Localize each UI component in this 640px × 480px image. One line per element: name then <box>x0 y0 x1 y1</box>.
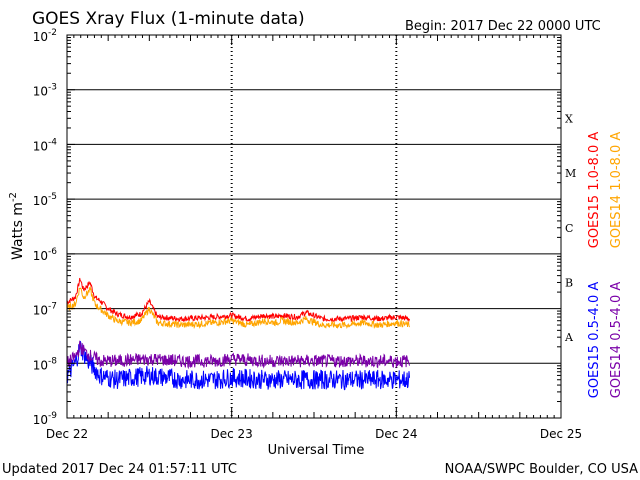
legend-entry: GOES15 0.5-4.0 A <box>587 282 602 399</box>
footer-updated: Updated 2017 Dec 24 01:57:11 UTC <box>2 462 237 477</box>
y-tick-label: 10-2 <box>33 28 57 44</box>
y-axis-label: Watts m-2 <box>8 192 26 260</box>
legend-entry: GOES14 1.0-8.0 A <box>609 132 624 249</box>
footer-credit: NOAA/SWPC Boulder, CO USA <box>445 462 638 477</box>
x-axis-label: Universal Time <box>268 443 365 458</box>
legend-entry: GOES14 0.5-4.0 A <box>609 282 624 399</box>
chart-title: GOES Xray Flux (1-minute data) <box>32 9 305 29</box>
x-tick-label: Dec 23 <box>211 427 253 441</box>
series-line <box>66 286 410 330</box>
x-tick-label: Dec 22 <box>46 427 88 441</box>
y-tick-label: 10-3 <box>33 83 57 99</box>
y-tick-label: 10-4 <box>33 137 58 153</box>
y-tick-label: 10-7 <box>33 302 57 318</box>
y-tick-label: 10-8 <box>33 356 58 372</box>
x-tick-label: Dec 25 <box>540 427 582 441</box>
begin-label: Begin: 2017 Dec 22 0000 UTC <box>405 19 601 34</box>
x-tick-label: Dec 24 <box>375 427 417 441</box>
y-tick-label: 10-6 <box>33 247 58 263</box>
plot-area <box>67 35 561 418</box>
legend-entry: GOES15 1.0-8.0 A <box>587 132 602 249</box>
series-line <box>66 277 410 323</box>
flare-class-label: B <box>565 276 573 289</box>
y-tick-label: 10-9 <box>33 411 58 427</box>
flare-class-label: C <box>565 222 573 235</box>
y-tick-label: 10-5 <box>33 192 57 208</box>
flare-class-label: X <box>565 112 573 125</box>
flare-class-label: A <box>564 331 574 344</box>
flare-class-label: M <box>565 167 576 180</box>
series-line <box>66 340 410 370</box>
series-line <box>66 340 410 391</box>
